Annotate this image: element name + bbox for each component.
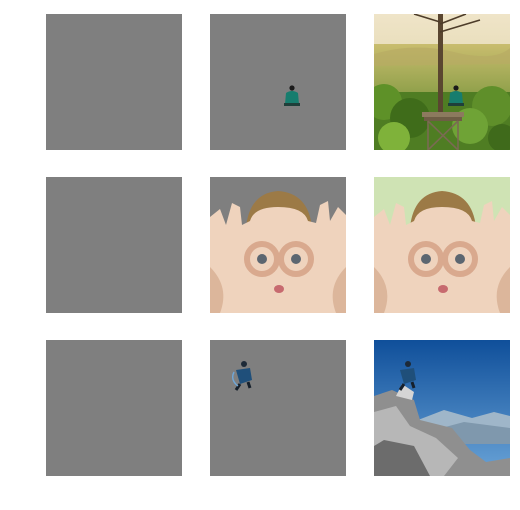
original-photo-tile (374, 14, 510, 150)
blank-mask-tile (46, 14, 182, 150)
blank-mask-tile (46, 177, 182, 313)
woman-face-cutout (210, 177, 346, 313)
original-photo-tile (374, 177, 510, 313)
gray-mask (46, 14, 182, 150)
rocky-peak-photo (374, 340, 510, 476)
gray-mask (46, 340, 182, 476)
blank-mask-tile (46, 340, 182, 476)
gray-mask (46, 177, 182, 313)
woman-face-photo (374, 177, 510, 313)
masked-subject-tile (210, 14, 346, 150)
seated-person-cutout (210, 14, 346, 150)
original-photo-tile (374, 340, 510, 476)
hiker-cutout (210, 340, 346, 476)
tree-platform-photo (374, 14, 510, 150)
masked-subject-tile (210, 340, 346, 476)
masked-subject-tile (210, 177, 346, 313)
